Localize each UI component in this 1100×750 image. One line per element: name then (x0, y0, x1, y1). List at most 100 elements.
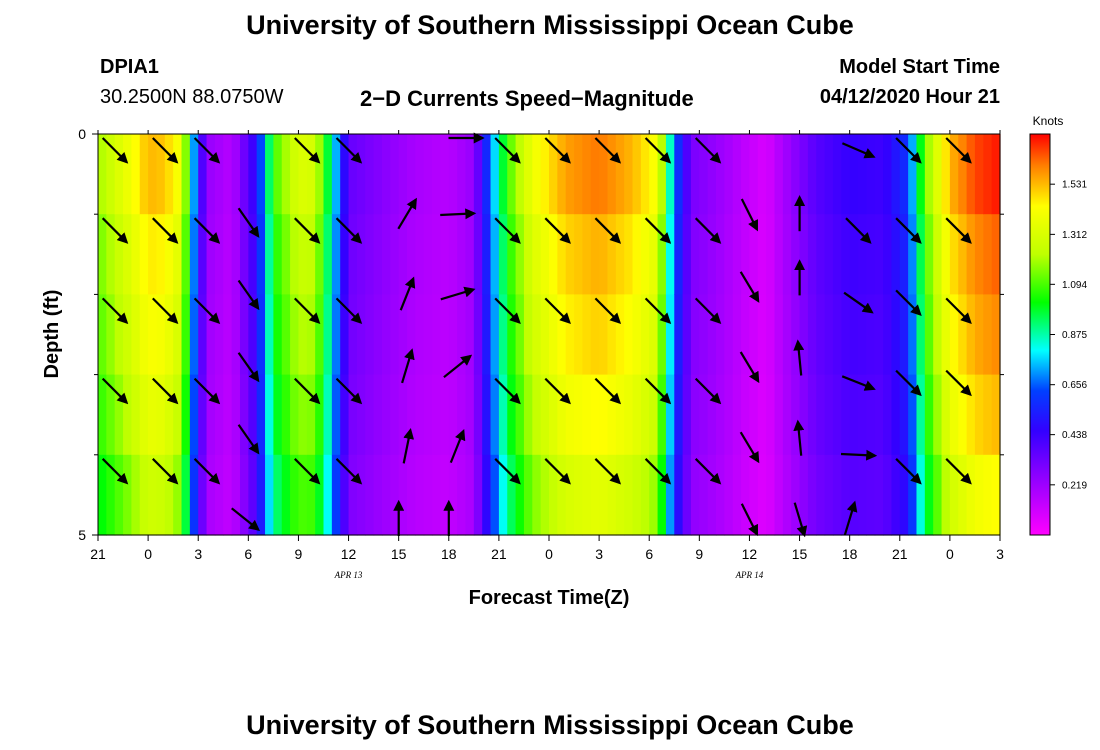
heatmap-cell (348, 374, 358, 456)
heatmap-cell (832, 454, 842, 536)
heatmap-cell (156, 374, 166, 456)
x-tick-label: 15 (391, 546, 407, 562)
heatmap-cell (173, 214, 183, 295)
current-arrow (945, 217, 972, 244)
heatmap-cell (858, 134, 867, 215)
heatmap-cell (707, 214, 717, 295)
y-tick-label: 0 (78, 126, 86, 142)
heatmap-cell (465, 294, 475, 376)
heatmap-cell (181, 294, 191, 376)
heatmap-cell (515, 374, 525, 456)
heatmap-cell (916, 374, 926, 456)
heatmap-cell (265, 374, 274, 456)
heatmap-cell (574, 374, 584, 456)
heatmap-cell (415, 134, 425, 215)
heatmap-cell (574, 214, 584, 295)
x-tick-label: 21 (491, 546, 507, 562)
heatmap-cell (866, 294, 876, 376)
heatmap-cell (849, 214, 859, 295)
heatmap-cell (933, 214, 943, 295)
heatmap-cell (373, 454, 383, 536)
colorbar-tick-label: 0.219 (1062, 480, 1087, 491)
heatmap-cell (482, 214, 492, 295)
heatmap-cell (874, 134, 884, 215)
x-tick-label: 21 (90, 546, 106, 562)
heatmap-cell (340, 454, 350, 536)
heatmap-cell (265, 134, 274, 215)
heatmap-cell (365, 134, 375, 215)
heatmap-cell (716, 454, 725, 536)
heatmap-cell (390, 374, 400, 456)
heatmap-cell (941, 294, 951, 376)
heatmap-cell (716, 214, 725, 295)
heatmap-cell (423, 214, 433, 295)
heatmap-cell (649, 134, 659, 215)
heatmap-cell (532, 134, 542, 215)
heatmap-cell (290, 294, 300, 376)
heatmap-cell (707, 294, 717, 376)
heatmap-cell (807, 294, 817, 376)
current-arrow (449, 428, 466, 464)
heatmap-cell (866, 454, 876, 536)
heatmap-cell (189, 454, 199, 536)
heatmap-cell (732, 134, 742, 215)
heatmap-cell (858, 374, 867, 456)
heatmap-cell (540, 214, 550, 295)
heatmap-cell (933, 134, 943, 215)
heatmap-cell (565, 374, 575, 456)
current-arrow (544, 458, 571, 485)
heatmap-cell (908, 294, 918, 376)
heatmap-cell (523, 214, 533, 295)
current-arrow (494, 458, 521, 485)
heatmap-cell (306, 294, 316, 376)
heatmap-cell (106, 454, 116, 536)
heatmap-cell (273, 214, 283, 295)
heatmap-cell (482, 134, 492, 215)
heatmap-cell (774, 374, 784, 456)
heatmap-cell (331, 454, 341, 536)
heatmap-cell (139, 454, 149, 536)
heatmap-cell (832, 374, 842, 456)
heatmap-cell (298, 374, 308, 456)
heatmap-cell (223, 214, 233, 295)
heatmap-cell (690, 214, 700, 295)
heatmap-cell (323, 374, 333, 456)
heatmap-cell (966, 294, 976, 376)
colorbar-tick-label: 1.312 (1062, 230, 1087, 241)
current-arrow (895, 217, 922, 244)
heatmap-cell (315, 374, 325, 456)
heatmap-cell (716, 134, 725, 215)
current-arrow (594, 297, 622, 325)
heatmap-cell (498, 134, 508, 215)
heatmap-cell (883, 134, 893, 215)
current-arrow (494, 377, 521, 405)
heatmap-cell (774, 134, 784, 215)
heatmap-cell (390, 214, 400, 295)
heatmap-cell (457, 374, 467, 456)
heatmap-cell (181, 454, 191, 536)
heatmap-cell (565, 294, 575, 376)
heatmap-cell (281, 374, 291, 456)
current-arrow (740, 503, 758, 537)
heatmap-cell (114, 374, 124, 456)
x-tick-label: 0 (946, 546, 954, 562)
heatmap-cell (599, 374, 609, 456)
heatmap-cell (123, 374, 133, 456)
heatmap-cell (674, 134, 684, 215)
current-arrow (594, 458, 622, 485)
current-arrow (402, 427, 415, 464)
page-title: University of Southern Mississippi Ocean… (246, 10, 854, 40)
heatmap-cell (189, 134, 199, 215)
heatmap-cell (407, 454, 416, 536)
heatmap-cell (766, 214, 776, 295)
heatmap-cell (532, 294, 542, 376)
heatmap-cell (590, 294, 600, 376)
heatmap-cell (540, 134, 550, 215)
heatmap-cell (281, 454, 291, 536)
current-arrow (335, 377, 363, 405)
heatmap-cell (782, 374, 792, 456)
heatmap-cell (348, 134, 358, 215)
heatmap-cell (991, 294, 1001, 376)
heatmap-cell (256, 374, 266, 456)
heatmap-cell (899, 454, 909, 536)
